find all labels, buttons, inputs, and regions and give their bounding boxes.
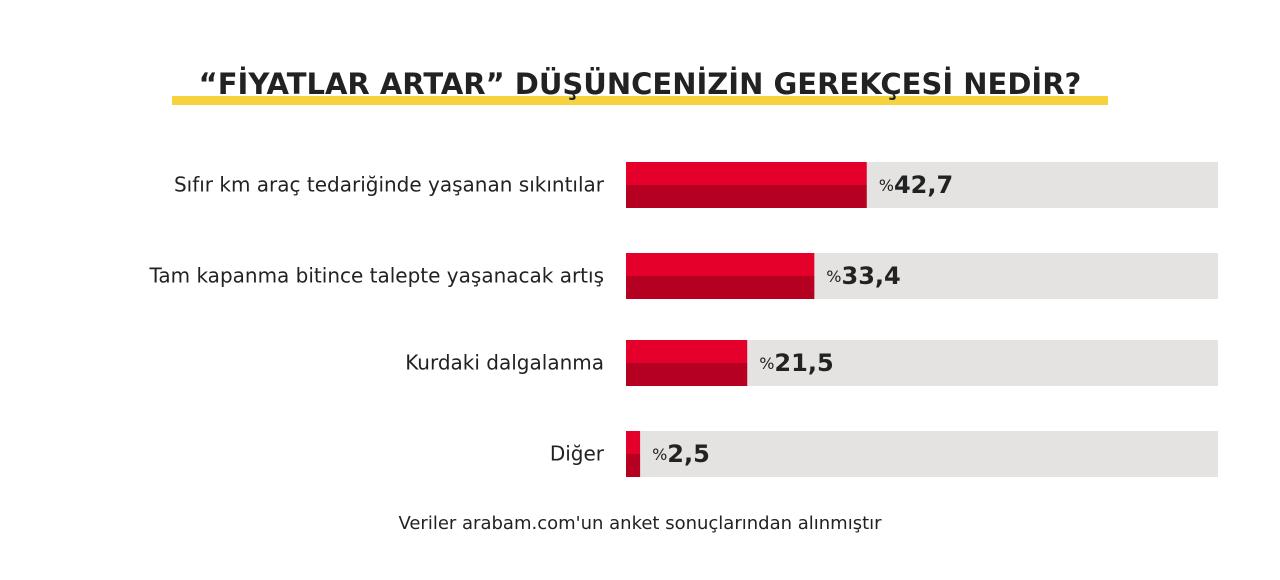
bar bbox=[626, 253, 815, 299]
value-label: %2,5 bbox=[652, 440, 710, 468]
bar-track bbox=[626, 431, 1218, 477]
bar-shade bbox=[626, 276, 815, 299]
source-note: Veriler arabam.com'un anket sonuçlarında… bbox=[398, 513, 882, 534]
bar bbox=[626, 162, 867, 208]
category-label: Sıfır km araç tedariğinde yaşanan sıkınt… bbox=[174, 173, 605, 197]
value-label: %33,4 bbox=[826, 262, 900, 290]
value-label: %42,7 bbox=[879, 171, 953, 199]
value-label: %21,5 bbox=[759, 349, 833, 377]
chart-title: “FİYATLAR ARTAR” DÜŞÜNCENİZİN GEREKÇESİ … bbox=[199, 67, 1082, 101]
bar-shade bbox=[626, 185, 867, 208]
category-label: Kurdaki dalgalanma bbox=[405, 351, 604, 375]
bar-shade bbox=[626, 363, 748, 386]
category-label: Tam kapanma bitince talepte yaşanacak ar… bbox=[148, 264, 604, 288]
bar bbox=[626, 340, 748, 386]
bar-shade bbox=[626, 454, 641, 477]
bar bbox=[626, 431, 641, 477]
category-label: Diğer bbox=[550, 442, 605, 466]
title-underline bbox=[172, 96, 1108, 105]
